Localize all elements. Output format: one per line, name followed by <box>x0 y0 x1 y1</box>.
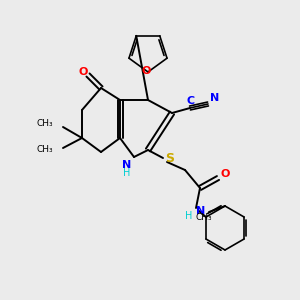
Text: CH₃: CH₃ <box>36 119 53 128</box>
Text: N: N <box>122 160 132 170</box>
Text: O: O <box>141 66 151 76</box>
Text: O: O <box>220 169 230 179</box>
Text: S: S <box>166 152 175 166</box>
Text: C: C <box>187 96 195 106</box>
Text: CH₃: CH₃ <box>196 212 212 221</box>
Text: CH₃: CH₃ <box>36 146 53 154</box>
Text: H: H <box>185 211 193 221</box>
Text: N: N <box>196 206 206 216</box>
Text: N: N <box>210 93 220 103</box>
Text: O: O <box>78 67 88 77</box>
Text: H: H <box>123 168 131 178</box>
